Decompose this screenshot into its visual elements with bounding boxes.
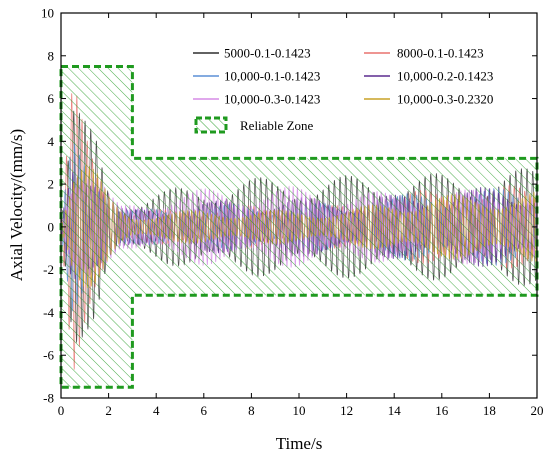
x-tick-label: 18 xyxy=(483,403,496,418)
legend-label-3: 10,000-0.1-0.1423 xyxy=(224,69,320,84)
legend-label-5: 10,000-0.3-0.1423 xyxy=(224,92,320,107)
y-tick-label: 0 xyxy=(48,219,55,234)
legend-label-zone: Reliable Zone xyxy=(240,118,314,133)
x-tick-label: 4 xyxy=(153,403,160,418)
y-tick-label: 8 xyxy=(48,48,55,63)
x-tick-label: 14 xyxy=(388,403,402,418)
reliable-zone-layer xyxy=(59,65,539,389)
x-tick-label: 16 xyxy=(435,403,449,418)
x-tick-label: 20 xyxy=(531,403,544,418)
y-tick-label: -6 xyxy=(43,348,54,363)
ticks-layer: 0 2 4 6 8 10 12 14 16 18 20 -8 -6 -4 -2 0 2 4 6 8 10 xyxy=(41,6,544,419)
x-tick-label: 12 xyxy=(340,403,353,418)
reliable-zone xyxy=(59,65,539,389)
legend-label-6: 10,000-0.3-0.2320 xyxy=(397,92,493,107)
legend-label-4: 10,000-0.2-0.1423 xyxy=(397,69,493,84)
y-tick-label: -4 xyxy=(43,305,54,320)
y-tick-label: 6 xyxy=(48,91,55,106)
x-tick-label: 8 xyxy=(248,403,255,418)
y-tick-label: 10 xyxy=(41,6,54,21)
legend-label-1: 5000-0.1-0.1423 xyxy=(224,46,311,61)
y-tick-label: -2 xyxy=(43,262,54,277)
y-axis-title: Axial Velocity/(mm/s) xyxy=(7,129,26,281)
x-tick-label: 6 xyxy=(201,403,208,418)
y-tick-label: 4 xyxy=(48,134,55,149)
legend: 5000-0.1-0.1423 8000-0.1-0.1423 10,000-0.1… xyxy=(193,46,493,134)
legend-label-2: 8000-0.1-0.1423 xyxy=(397,46,484,61)
x-axis-title: Time/s xyxy=(276,434,323,453)
legend-swatch-zone xyxy=(194,116,228,134)
y-tick-label: 2 xyxy=(48,177,55,192)
x-tick-label: 10 xyxy=(293,403,306,418)
x-tick-label: 2 xyxy=(105,403,112,418)
y-tick-label: -8 xyxy=(43,391,54,406)
x-tick-label: 0 xyxy=(58,403,65,418)
